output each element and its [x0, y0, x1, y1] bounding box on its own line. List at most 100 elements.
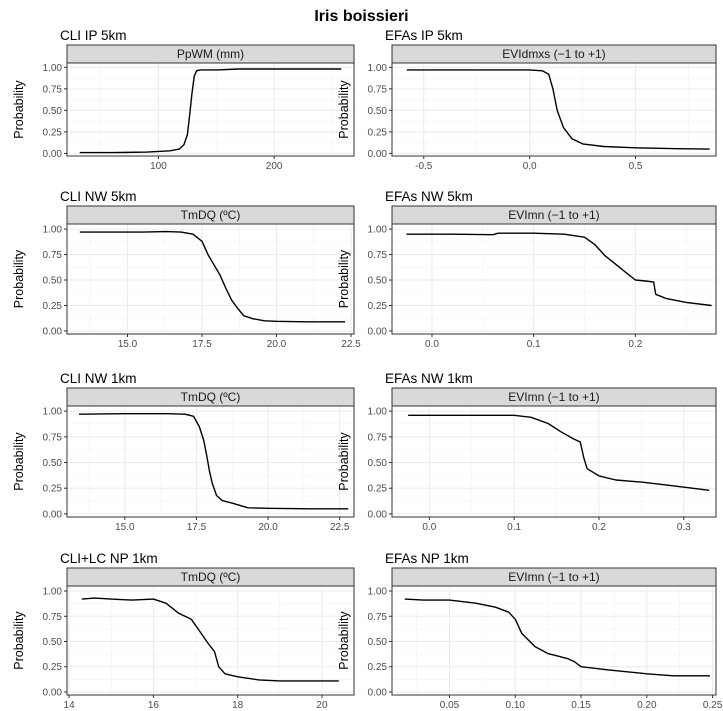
panel-8: EFAs NP 1km EVImn (−1 to +1) 0.00 0.25 0.50 0… — [337, 551, 723, 711]
plot-border — [66, 585, 355, 696]
plot-background — [67, 406, 354, 517]
strip-label: EVImn (−1 to +1) — [508, 208, 599, 222]
y-tick-label: 0.50 — [368, 106, 388, 117]
strip-label: PpWM (mm) — [177, 47, 244, 61]
y-tick-label: 0.25 — [368, 127, 388, 138]
y-tick-label: 0.00 — [368, 509, 388, 520]
y-tick-label: 0.25 — [43, 127, 63, 138]
y-tick-label: 0.25 — [368, 484, 388, 495]
y-tick-label: 0.00 — [368, 687, 388, 698]
x-tick-label: 22.5 — [341, 339, 361, 350]
plot-background — [67, 224, 354, 334]
y-tick-label: 0.25 — [368, 662, 388, 673]
strip-label: EVIdmxs (−1 to +1) — [502, 47, 605, 61]
strip-label: EVImn (−1 to +1) — [508, 390, 599, 404]
plot-border — [391, 62, 717, 157]
panel-3: CLI NW 5km TmDQ (ºC) 0.00 0.25 0.50 0.75 1.00 1… — [12, 189, 361, 350]
strip-label: TmDQ (ºC) — [181, 570, 241, 584]
plot-background — [392, 406, 716, 517]
panel-title: EFAs NW 1km — [385, 371, 473, 386]
y-tick-label: 1.00 — [368, 587, 388, 598]
y-tick-label: 0.25 — [43, 662, 63, 673]
x-tick-label: 18 — [232, 700, 244, 711]
x-tick-label: 22.5 — [330, 522, 350, 533]
plot-border — [66, 405, 355, 518]
y-tick-label: 0.75 — [43, 250, 63, 261]
y-tick-label: 0.00 — [43, 509, 63, 520]
plot-background — [392, 224, 716, 334]
x-tick-label: 0.15 — [571, 700, 591, 711]
plot-border — [66, 223, 355, 335]
y-tick-label: 0.00 — [43, 326, 63, 337]
y-tick-label: 0.75 — [43, 84, 63, 95]
x-tick-label: 0.3 — [677, 522, 691, 533]
y-tick-label: 0.00 — [43, 149, 63, 160]
x-tick-label: 15.0 — [118, 339, 138, 350]
x-tick-label: 0.10 — [506, 700, 526, 711]
y-tick-label: 0.50 — [43, 106, 63, 117]
y-tick-label: 0.75 — [368, 612, 388, 623]
panel-title: EFAs NW 5km — [385, 189, 473, 204]
x-tick-label: 0.1 — [507, 522, 521, 533]
x-tick-label: 0.0 — [523, 161, 537, 172]
panel-4: EFAs NW 5km EVImn (−1 to +1) 0.00 0.25 0.50 0… — [337, 189, 717, 350]
response-curve — [408, 414, 710, 491]
x-tick-label: 200 — [266, 161, 283, 172]
x-tick-label: 0.0 — [422, 522, 436, 533]
y-tick-label: 0.00 — [368, 149, 388, 160]
y-tick-label: 0.75 — [368, 84, 388, 95]
x-tick-label: 0.5 — [629, 161, 643, 172]
y-tick-label: 1.00 — [368, 63, 388, 74]
plot-background — [392, 63, 716, 156]
x-tick-label: 100 — [150, 161, 167, 172]
plot-border — [391, 223, 717, 335]
y-tick-label: 0.50 — [43, 637, 63, 648]
panel-6: EFAs NW 1km EVImn (−1 to +1) 0.00 0.25 0.50 0… — [337, 371, 717, 533]
y-tick-label: 1.00 — [43, 587, 63, 598]
y-tick-label: 0.50 — [368, 458, 388, 469]
y-axis-title: Probability — [12, 432, 26, 491]
y-axis-title: Probability — [337, 249, 351, 308]
y-axis-title: Probability — [337, 80, 351, 139]
x-tick-label: 0.0 — [425, 339, 439, 350]
response-curve — [78, 413, 349, 510]
panel-title: CLI NW 5km — [60, 189, 137, 204]
response-curve — [406, 69, 710, 150]
y-tick-label: 1.00 — [368, 407, 388, 418]
x-tick-label: 0.1 — [527, 339, 541, 350]
panels: CLI IP 5km PpWM (mm) 0.00 0.25 0.50 0.75 1.00 1… — [12, 28, 723, 711]
y-tick-label: 0.00 — [43, 687, 63, 698]
strip-label: TmDQ (ºC) — [181, 208, 241, 222]
response-curve — [79, 68, 342, 154]
plot-border — [66, 62, 355, 157]
y-tick-label: 0.75 — [368, 432, 388, 443]
panel-5: CLI NW 1km TmDQ (ºC) 0.00 0.25 0.50 0.75 1.00 1… — [12, 371, 355, 533]
panel-title: EFAs NP 1km — [385, 551, 469, 566]
y-tick-label: 0.50 — [368, 637, 388, 648]
y-tick-label: 0.25 — [43, 301, 63, 312]
y-tick-label: 0.75 — [43, 612, 63, 623]
y-axis-title: Probability — [12, 611, 26, 670]
y-axis-title: Probability — [12, 80, 26, 139]
strip-label: EVImn (−1 to +1) — [508, 570, 599, 584]
panel-1: CLI IP 5km PpWM (mm) 0.00 0.25 0.50 0.75 1.00 1… — [12, 28, 355, 172]
x-tick-label: 17.5 — [192, 339, 212, 350]
x-tick-label: 17.5 — [187, 522, 207, 533]
plot-background — [67, 586, 354, 695]
panel-title: CLI IP 5km — [60, 28, 127, 43]
y-tick-label: 0.75 — [368, 250, 388, 261]
x-tick-label: 14 — [64, 700, 76, 711]
y-tick-label: 0.25 — [43, 484, 63, 495]
x-tick-label: 0.25 — [703, 700, 723, 711]
y-tick-label: 0.25 — [368, 301, 388, 312]
x-tick-label: -0.5 — [415, 161, 433, 172]
y-axis-title: Probability — [337, 432, 351, 491]
y-tick-label: 0.75 — [43, 432, 63, 443]
figure-title: Iris boissieri — [314, 8, 408, 25]
response-curve — [79, 230, 346, 323]
y-tick-label: 0.50 — [43, 276, 63, 287]
y-tick-label: 0.50 — [368, 276, 388, 287]
y-tick-label: 0.50 — [43, 458, 63, 469]
response-curve — [81, 597, 339, 682]
